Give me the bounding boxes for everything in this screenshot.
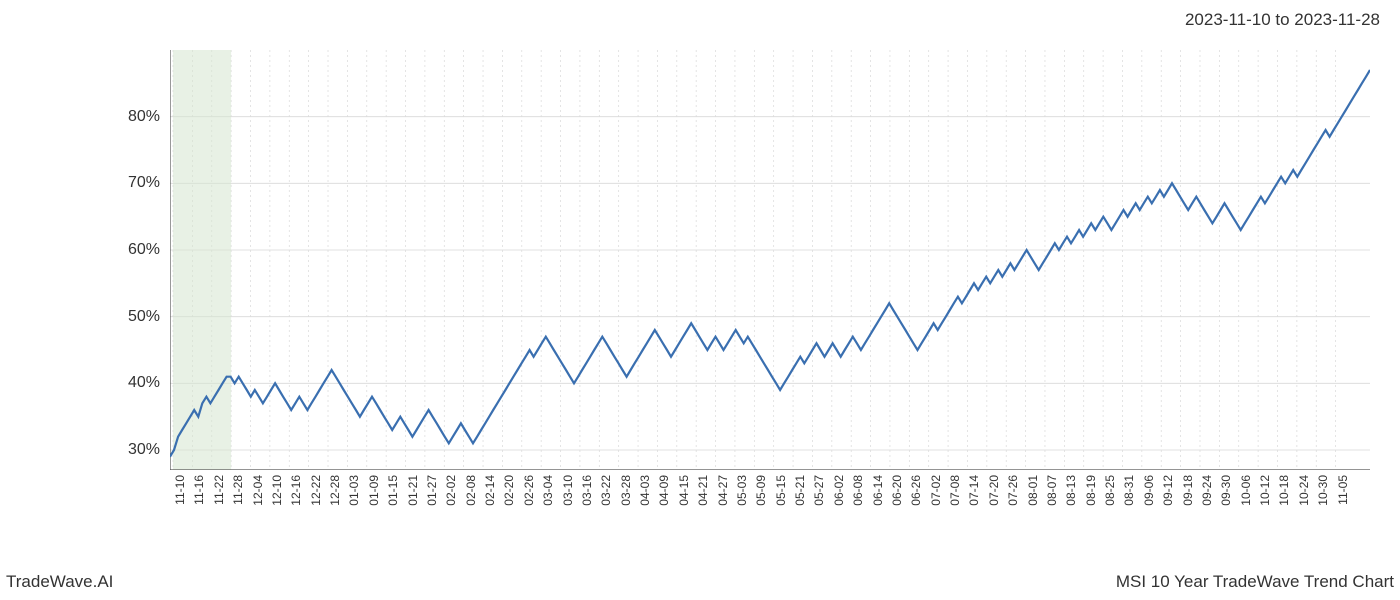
x-tick-label: 04-21 [696, 475, 710, 506]
x-tick-label: 04-27 [716, 475, 730, 506]
x-tick-label: 09-12 [1161, 475, 1175, 506]
y-tick-label: 60% [100, 241, 160, 259]
x-tick-label: 03-04 [541, 475, 555, 506]
x-tick-label: 11-05 [1336, 475, 1350, 505]
x-tick-label: 01-15 [386, 475, 400, 506]
x-tick-label: 06-14 [871, 475, 885, 506]
x-tick-label: 01-09 [367, 475, 381, 506]
x-tick-label: 05-09 [754, 475, 768, 506]
brand-label: TradeWave.AI [6, 572, 113, 592]
x-tick-label: 06-02 [832, 475, 846, 506]
x-tick-label: 06-20 [890, 475, 904, 506]
x-tick-label: 08-31 [1122, 475, 1136, 506]
x-tick-label: 07-26 [1006, 475, 1020, 506]
x-tick-label: 10-24 [1297, 475, 1311, 506]
x-tick-label: 12-28 [328, 475, 342, 506]
x-tick-label: 06-26 [909, 475, 923, 506]
x-tick-label: 01-03 [347, 475, 361, 506]
x-tick-label: 01-27 [425, 475, 439, 506]
x-axis: 11-10 11-16 11-22 11-28 12-04 12-10 12-16 12-22… [170, 475, 1370, 555]
x-tick-label: 08-07 [1045, 475, 1059, 506]
x-tick-label: 05-15 [774, 475, 788, 506]
x-tick-label: 02-14 [483, 475, 497, 506]
x-tick-label: 12-04 [251, 475, 265, 506]
x-tick-label: 05-27 [812, 475, 826, 506]
x-tick-label: 03-22 [599, 475, 613, 506]
x-tick-label: 04-15 [677, 475, 691, 506]
x-tick-label: 08-19 [1084, 475, 1098, 506]
chart-area [170, 50, 1370, 470]
date-range-label: 2023-11-10 to 2023-11-28 [1185, 10, 1380, 30]
x-tick-label: 02-26 [522, 475, 536, 506]
y-tick-label: 30% [100, 441, 160, 459]
y-tick-label: 50% [100, 308, 160, 326]
x-tick-label: 10-06 [1239, 475, 1253, 506]
x-tick-label: 11-16 [192, 475, 206, 505]
x-tick-label: 02-20 [502, 475, 516, 506]
x-tick-label: 07-02 [929, 475, 943, 506]
x-tick-label: 12-16 [289, 475, 303, 506]
x-tick-label: 08-13 [1064, 475, 1078, 506]
x-tick-label: 11-22 [212, 475, 226, 505]
x-tick-label: 10-12 [1258, 475, 1272, 506]
x-tick-label: 09-06 [1142, 475, 1156, 506]
y-tick-label: 70% [100, 174, 160, 192]
x-tick-label: 10-30 [1316, 475, 1330, 506]
x-tick-label: 04-03 [638, 475, 652, 506]
x-tick-label: 07-08 [948, 475, 962, 506]
y-axis: 30% 40% 50% 60% 70% 80% [100, 50, 170, 470]
x-tick-label: 11-10 [173, 475, 187, 505]
x-tick-label: 12-22 [309, 475, 323, 506]
x-tick-label: 12-10 [270, 475, 284, 506]
x-tick-label: 04-09 [657, 475, 671, 506]
chart-title: MSI 10 Year TradeWave Trend Chart [1116, 572, 1394, 592]
x-tick-label: 09-18 [1181, 475, 1195, 506]
x-tick-label: 02-02 [444, 475, 458, 506]
x-tick-label: 03-10 [561, 475, 575, 506]
x-tick-label: 02-08 [464, 475, 478, 506]
x-tick-label: 05-03 [735, 475, 749, 506]
x-tick-label: 08-25 [1103, 475, 1117, 506]
y-tick-label: 40% [100, 374, 160, 392]
x-tick-label: 08-01 [1026, 475, 1040, 506]
y-tick-label: 80% [100, 108, 160, 126]
x-tick-label: 03-16 [580, 475, 594, 506]
x-tick-label: 07-14 [967, 475, 981, 506]
x-tick-label: 06-08 [851, 475, 865, 506]
x-tick-label: 01-21 [406, 475, 420, 506]
x-tick-label: 09-24 [1200, 475, 1214, 506]
x-tick-label: 03-28 [619, 475, 633, 506]
x-tick-label: 11-28 [231, 475, 245, 505]
x-tick-label: 09-30 [1219, 475, 1233, 506]
x-tick-label: 10-18 [1277, 475, 1291, 506]
x-tick-label: 07-20 [987, 475, 1001, 506]
chart-svg [170, 50, 1370, 470]
x-tick-label: 05-21 [793, 475, 807, 506]
